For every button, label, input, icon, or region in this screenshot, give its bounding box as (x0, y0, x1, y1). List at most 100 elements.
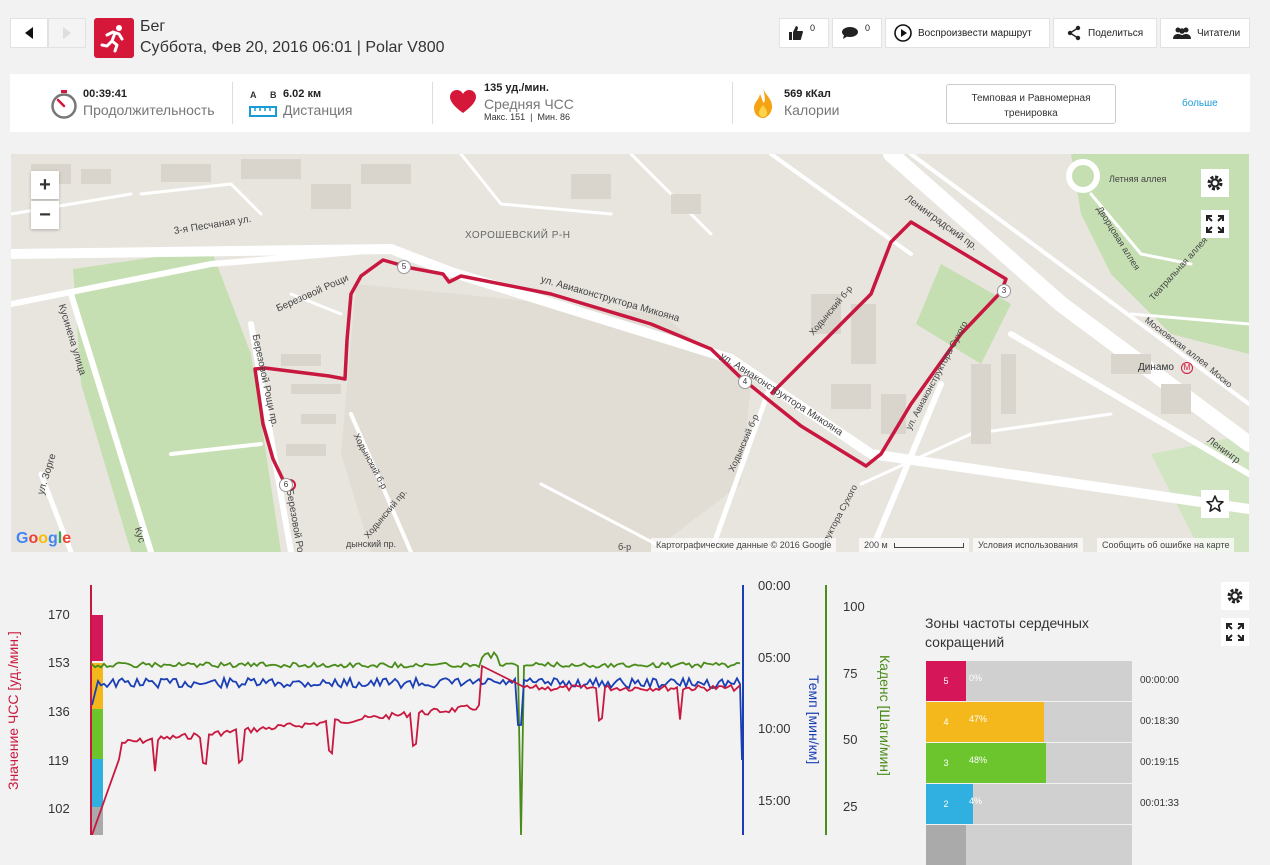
distance-value: 6.02 км (283, 88, 322, 100)
metro-station-label: Динамо (1138, 362, 1174, 373)
scale-bar (894, 543, 965, 548)
followers-button[interactable]: Читатели (1160, 18, 1250, 48)
y-tick-label: 170 (48, 607, 70, 622)
map-fullscreen-button[interactable] (1201, 210, 1229, 238)
hr-zones-title: Зоны частоты сердечных сокращений (925, 615, 1089, 650)
fullscreen-icon (1226, 623, 1244, 641)
hr-zone-number: 4 (926, 702, 966, 742)
avg-hr-value: 135 уд./мин. (484, 82, 549, 94)
km-marker[interactable]: 4 (738, 375, 752, 389)
calories-value: 569 кКал (784, 88, 831, 100)
arrow-left-icon (25, 27, 33, 39)
y3-tick-label: 75 (843, 666, 858, 681)
y3-tick-label: 50 (843, 732, 858, 747)
hr-zone-bar (966, 702, 1045, 742)
hr-zone-bar (966, 743, 1046, 783)
zoom-out-button[interactable]: − (31, 201, 59, 229)
map-settings-button[interactable] (1201, 169, 1229, 197)
distance-label: Дистанция (283, 102, 353, 118)
hr-zone-time: 00:00:00 (1140, 675, 1179, 686)
hr-zone-percent: 4% (969, 796, 983, 806)
zoom-in-button[interactable]: + (31, 171, 59, 199)
y2-tick-label: 15:00 (758, 793, 791, 808)
hr-zone-percent: 47% (969, 714, 988, 724)
divider (232, 82, 233, 124)
metro-icon: M (1181, 362, 1193, 374)
hr-zone-time: 00:19:15 (1140, 757, 1179, 768)
comment-button[interactable]: 0 (832, 18, 882, 48)
hr-min-max: Макс. 151 | Мин. 86 (484, 112, 571, 122)
pace-axis-title: Темп [мин/км] (806, 675, 822, 765)
hr-zone-row: 2 4% (926, 784, 1132, 824)
like-count: 0 (810, 23, 816, 33)
more-link[interactable]: больше (1182, 98, 1218, 109)
back-button[interactable] (10, 18, 48, 48)
y2-tick-label: 10:00 (758, 721, 791, 736)
chart-svg (90, 585, 827, 835)
training-type-line2: тренировка (1004, 108, 1058, 119)
km-marker[interactable]: 6 (279, 478, 293, 492)
hr-pace-cadence-chart[interactable]: 170 153 136 119 102 Значение ЧСС [уд./ми… (0, 575, 900, 835)
chart-settings-button[interactable] (1221, 582, 1249, 610)
hr-zone-percent: 48% (969, 755, 988, 765)
google-logo: Google (16, 530, 72, 547)
calories-label: Калории (784, 102, 840, 118)
running-sport-icon (94, 18, 134, 58)
thumbs-up-icon (789, 26, 803, 40)
hr-zone-bar (966, 784, 973, 824)
followers-label: Читатели (1197, 27, 1241, 39)
training-type-button[interactable]: Темповая и Равномерная тренировка (946, 84, 1116, 124)
gear-icon (1227, 588, 1243, 604)
hr-zone-row: 3 48% (926, 743, 1132, 783)
page-title: Бег (140, 18, 166, 35)
divider (732, 82, 733, 124)
summary-panel: 00:39:41 Продолжительность A B 6.02 км Д… (10, 74, 1250, 132)
y-tick-label: 119 (48, 753, 69, 768)
hr-zone-row (926, 825, 1132, 865)
route-map[interactable]: ХОРОШЕВСКИЙ Р-Н 3-я Песчаная ул. ул. Ави… (11, 154, 1249, 552)
hr-zone-row: 5 0% (926, 661, 1132, 701)
stopwatch-icon (51, 90, 77, 119)
distance-a-label: A (250, 90, 257, 100)
y2-tick-label: 05:00 (758, 650, 791, 665)
play-icon (894, 24, 912, 42)
hr-axis-title: Значение ЧСС [уд./мин.] (5, 631, 21, 790)
hr-zone-percent: 0% (969, 673, 983, 683)
hr-zone-row: 4 47% (926, 702, 1132, 742)
hr-zone-number: 5 (926, 661, 966, 701)
terms-link[interactable]: Условия использования (973, 538, 1083, 552)
y3-tick-label: 25 (843, 799, 858, 814)
map-data-attribution: Картографические данные © 2016 Google (651, 538, 837, 552)
play-route-button[interactable]: Воспроизвести маршрут (885, 18, 1050, 48)
ruler-icon (249, 106, 277, 117)
like-button[interactable]: 0 (779, 18, 829, 48)
y3-tick-label: 100 (843, 599, 865, 614)
share-icon (1067, 25, 1081, 41)
comment-count: 0 (865, 23, 871, 33)
star-icon (1206, 495, 1224, 512)
duration-value: 00:39:41 (83, 88, 128, 100)
report-error-link[interactable]: Сообщить об ошибке на карте (1097, 538, 1235, 552)
map-label: б-р (618, 542, 632, 552)
top-bar: Бег Суббота, Фев 20, 2016 06:01 | Polar … (0, 0, 1270, 70)
play-route-label: Воспроизвести маршрут (918, 27, 1032, 39)
heart-icon (450, 90, 476, 113)
training-type-line1: Темповая и Равномерная (971, 93, 1091, 104)
hr-zone-number: 2 (926, 784, 966, 824)
map-scale-label: 200 м (864, 540, 888, 550)
flame-icon (754, 88, 773, 118)
gear-icon (1207, 175, 1223, 191)
people-icon (1173, 27, 1191, 39)
km-marker[interactable]: 5 (397, 260, 411, 274)
share-button[interactable]: Поделиться (1053, 18, 1157, 48)
favorite-button[interactable] (1201, 490, 1229, 518)
km-marker[interactable]: 3 (997, 284, 1011, 298)
chart-fullscreen-button[interactable] (1221, 618, 1249, 646)
y-tick-label: 102 (48, 801, 70, 816)
avg-hr-label: Средняя ЧСС (484, 96, 574, 112)
map-label: дынский пр. (346, 539, 397, 549)
map-label: Летняя аллея (1109, 174, 1167, 184)
forward-button[interactable] (48, 18, 86, 48)
hr-zone-number: 3 (926, 743, 966, 783)
session-subtitle: Суббота, Фев 20, 2016 06:01 | Polar V800 (140, 39, 445, 56)
